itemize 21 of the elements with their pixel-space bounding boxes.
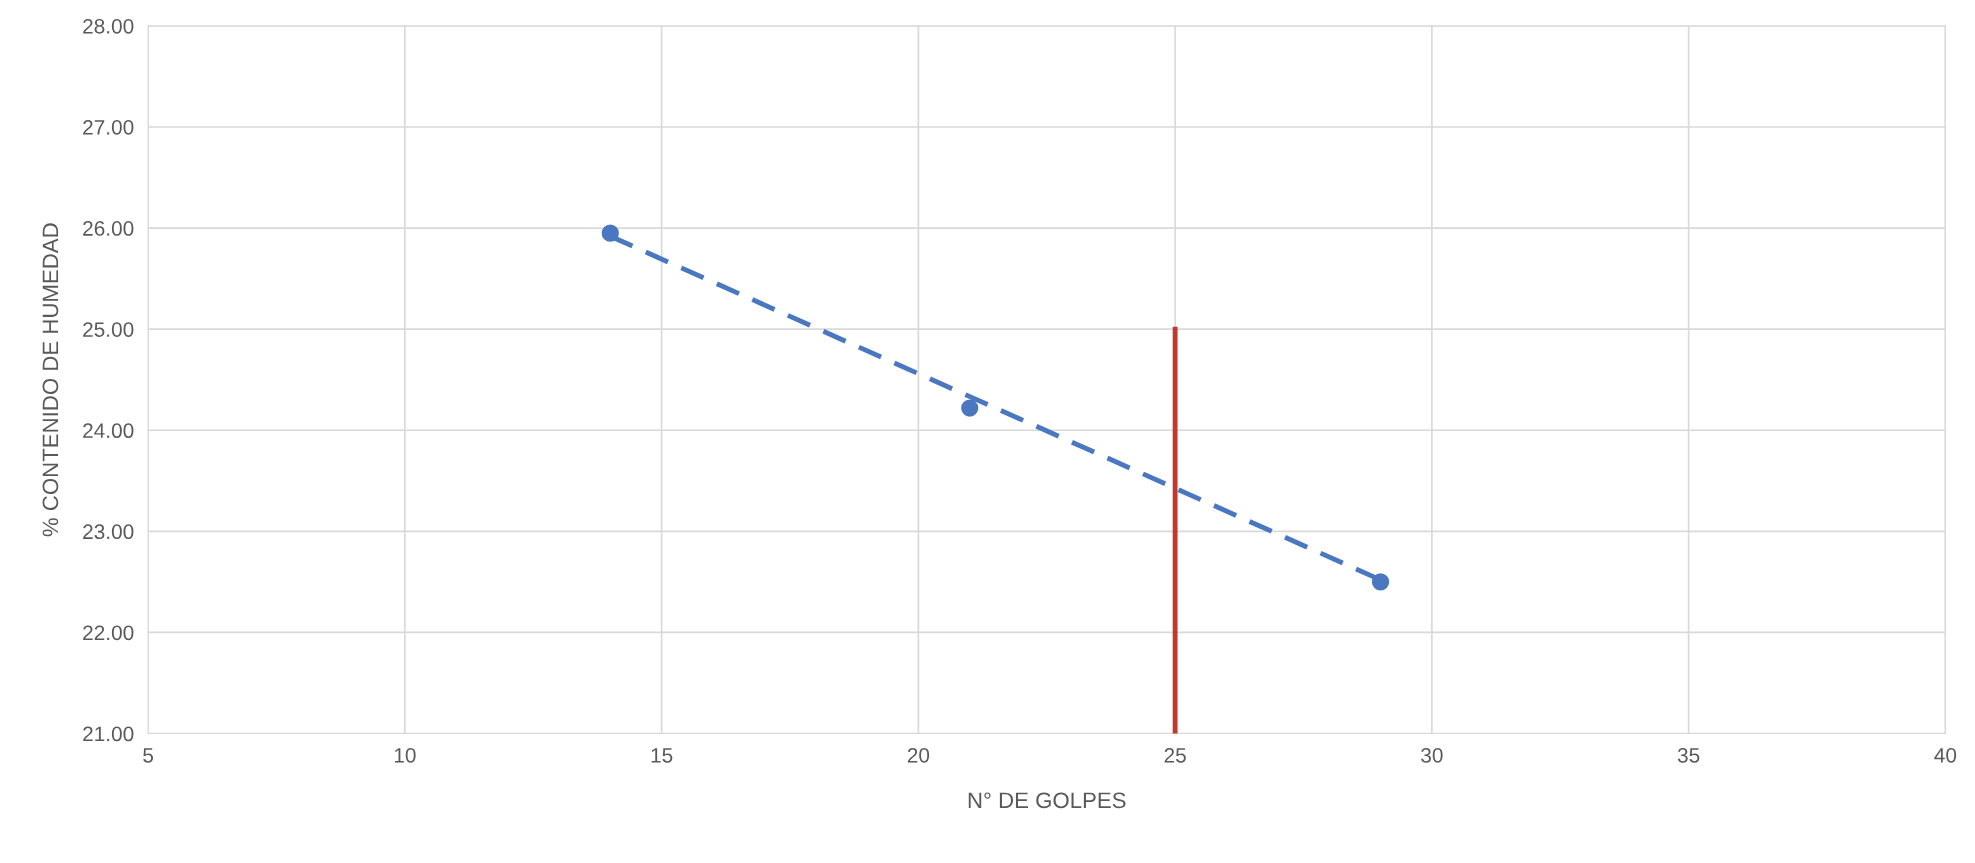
x-tick-label: 30 <box>1421 747 1443 763</box>
x-tick-label: 10 <box>394 747 416 763</box>
y-tick-label: 25.00 <box>83 322 134 337</box>
x-tick-label: 25 <box>1164 747 1186 763</box>
y-tick-label: 27.00 <box>83 119 134 135</box>
x-axis-title: N° DE GOLPES <box>968 792 1126 809</box>
x-tick-label: 5 <box>143 748 154 763</box>
y-axis-title: % CONTENIDO DE HUMEDAD <box>42 223 59 537</box>
y-tick-label: 22.00 <box>83 625 134 641</box>
y-tick-label: 21.00 <box>83 726 134 742</box>
y-tick-label: 24.00 <box>83 423 134 439</box>
y-tick-label: 28.00 <box>83 18 134 34</box>
y-tick-label: 23.00 <box>83 524 134 540</box>
y-tick-label: 26.00 <box>83 221 134 236</box>
x-tick-label: 35 <box>1677 747 1700 763</box>
x-tick-label: 15 <box>651 748 673 763</box>
point <box>1371 573 1390 591</box>
point <box>961 399 979 417</box>
point <box>601 224 619 242</box>
x-tick-label: 20 <box>907 747 930 763</box>
x-tick-label: 40 <box>1934 747 1957 763</box>
